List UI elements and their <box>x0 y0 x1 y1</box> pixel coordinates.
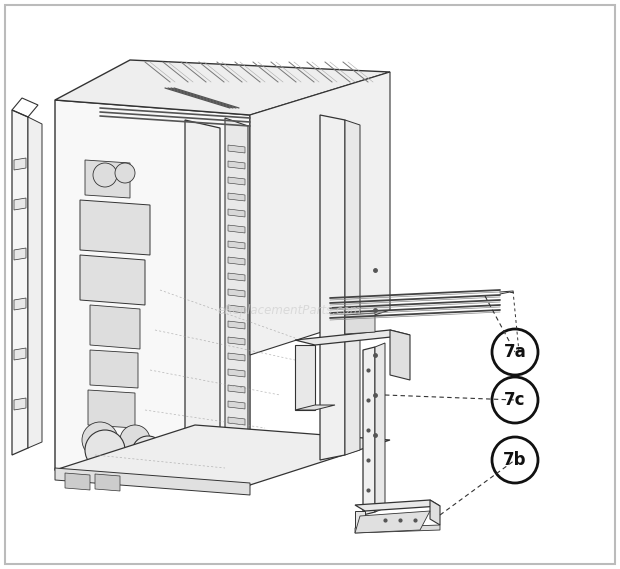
Text: 7a: 7a <box>503 343 526 361</box>
Polygon shape <box>355 511 365 528</box>
Polygon shape <box>355 511 430 533</box>
Polygon shape <box>228 257 245 265</box>
Polygon shape <box>14 158 26 170</box>
Polygon shape <box>363 347 375 515</box>
Polygon shape <box>295 345 315 410</box>
Circle shape <box>115 163 135 183</box>
Circle shape <box>120 425 150 455</box>
Polygon shape <box>228 321 245 329</box>
Polygon shape <box>55 100 250 485</box>
Polygon shape <box>185 120 220 468</box>
Polygon shape <box>355 525 440 533</box>
Polygon shape <box>355 500 440 511</box>
Polygon shape <box>28 117 42 448</box>
Polygon shape <box>320 115 345 460</box>
Polygon shape <box>55 468 250 495</box>
Polygon shape <box>228 385 245 393</box>
Text: eReplacementParts.com: eReplacementParts.com <box>218 303 362 316</box>
Polygon shape <box>90 350 138 388</box>
Polygon shape <box>228 305 245 313</box>
Polygon shape <box>228 161 245 169</box>
Polygon shape <box>14 248 26 260</box>
Polygon shape <box>250 72 390 355</box>
Polygon shape <box>80 255 145 305</box>
Polygon shape <box>390 330 410 380</box>
Polygon shape <box>228 177 245 185</box>
Text: 7c: 7c <box>504 391 526 409</box>
Polygon shape <box>14 198 26 210</box>
Polygon shape <box>95 474 120 491</box>
Polygon shape <box>228 417 245 425</box>
Circle shape <box>93 163 117 187</box>
Circle shape <box>132 436 164 468</box>
Circle shape <box>492 377 538 423</box>
Polygon shape <box>90 305 140 349</box>
Polygon shape <box>80 200 150 255</box>
Polygon shape <box>295 405 335 410</box>
Text: 7b: 7b <box>503 451 527 469</box>
Polygon shape <box>228 353 245 361</box>
Polygon shape <box>14 348 26 360</box>
Polygon shape <box>55 425 390 485</box>
Polygon shape <box>85 160 130 198</box>
Polygon shape <box>228 193 245 201</box>
Polygon shape <box>14 298 26 310</box>
Polygon shape <box>430 500 440 525</box>
Polygon shape <box>228 289 245 297</box>
Polygon shape <box>55 60 390 115</box>
Polygon shape <box>228 273 245 281</box>
Polygon shape <box>14 398 26 410</box>
Polygon shape <box>228 145 245 153</box>
Circle shape <box>492 329 538 375</box>
Polygon shape <box>228 449 245 457</box>
Polygon shape <box>65 473 90 490</box>
Polygon shape <box>228 241 245 249</box>
Polygon shape <box>228 337 245 345</box>
Polygon shape <box>228 225 245 233</box>
Polygon shape <box>228 433 245 441</box>
Polygon shape <box>228 209 245 217</box>
Polygon shape <box>228 369 245 377</box>
Polygon shape <box>225 118 248 468</box>
Circle shape <box>492 437 538 483</box>
Polygon shape <box>88 390 135 428</box>
Polygon shape <box>12 110 28 455</box>
Circle shape <box>82 422 118 458</box>
Polygon shape <box>345 313 375 334</box>
Polygon shape <box>345 120 360 455</box>
Polygon shape <box>228 401 245 409</box>
Polygon shape <box>295 330 410 345</box>
Circle shape <box>85 430 125 470</box>
Polygon shape <box>375 343 385 512</box>
